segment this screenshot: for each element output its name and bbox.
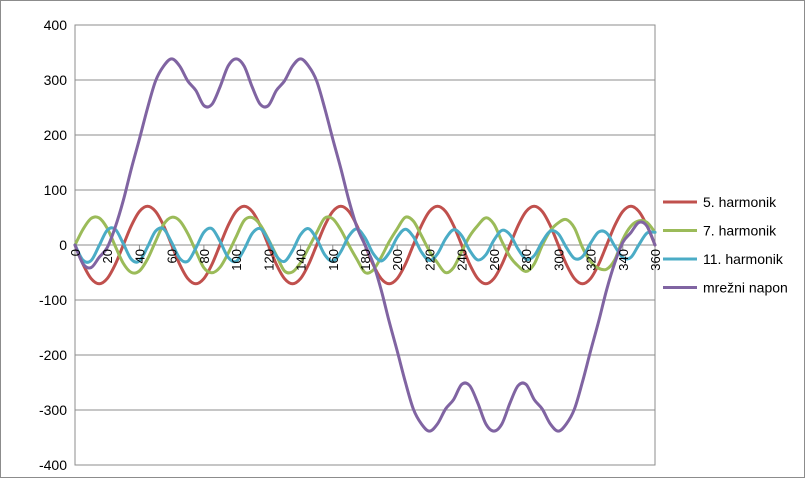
y-tick-label: 0 (59, 237, 67, 253)
y-tick-label: 100 (44, 182, 68, 198)
x-tick-label: 40 (132, 249, 147, 263)
x-tick-label: 180 (358, 249, 373, 271)
y-tick-label: 200 (44, 127, 68, 143)
series-line-mre-ni-napon (73, 57, 657, 433)
series-lines (73, 57, 657, 433)
legend-label: 7. harmonik (703, 223, 777, 239)
x-tick-label: 160 (326, 249, 341, 271)
grid-lines (75, 79, 655, 411)
x-tick-label: 240 (455, 249, 470, 271)
x-tick-label: 280 (519, 249, 534, 271)
x-tick-labels: 0 20 40 60 80 100 120 140 160 180 200 220 240 260 280 3… (68, 249, 663, 271)
x-tick-label: 120 (261, 249, 276, 271)
x-tick-label: 200 (390, 249, 405, 271)
x-tick-label: 320 (584, 249, 599, 271)
series-line-7-harmonik (73, 215, 657, 275)
legend-label: mrežni napon (703, 280, 788, 296)
y-tick-label: 400 (44, 17, 68, 33)
y-tick-label: -200 (39, 347, 67, 363)
y-tick-label: 300 (44, 72, 68, 88)
legend-label: 5. harmonik (703, 194, 777, 210)
legend: 5. harmonik 7. harmonik 11. harmonik mrežni… (663, 194, 788, 296)
y-tick-labels: 400 300 200 100 0 -100 -200 -300 -400 (39, 17, 67, 473)
x-tick-label: 220 (422, 249, 437, 271)
x-tick-label: 140 (294, 249, 309, 271)
x-tick-label: 300 (551, 249, 566, 271)
x-tick-label: 0 (68, 249, 83, 256)
x-tick-label: 340 (616, 249, 631, 271)
y-tick-label: -100 (39, 292, 67, 308)
x-tick-label: 20 (100, 249, 115, 263)
y-tick-label: -300 (39, 402, 67, 418)
x-tick-label: 100 (229, 249, 244, 271)
series-line-11-harmonik (73, 226, 657, 264)
x-tick-label: 80 (197, 249, 212, 263)
x-tick-label: 260 (487, 249, 502, 271)
legend-label: 11. harmonik (703, 251, 784, 267)
y-tick-label: -400 (39, 457, 67, 473)
x-tick-label: 60 (165, 249, 180, 263)
x-tick-label: 360 (648, 249, 663, 271)
